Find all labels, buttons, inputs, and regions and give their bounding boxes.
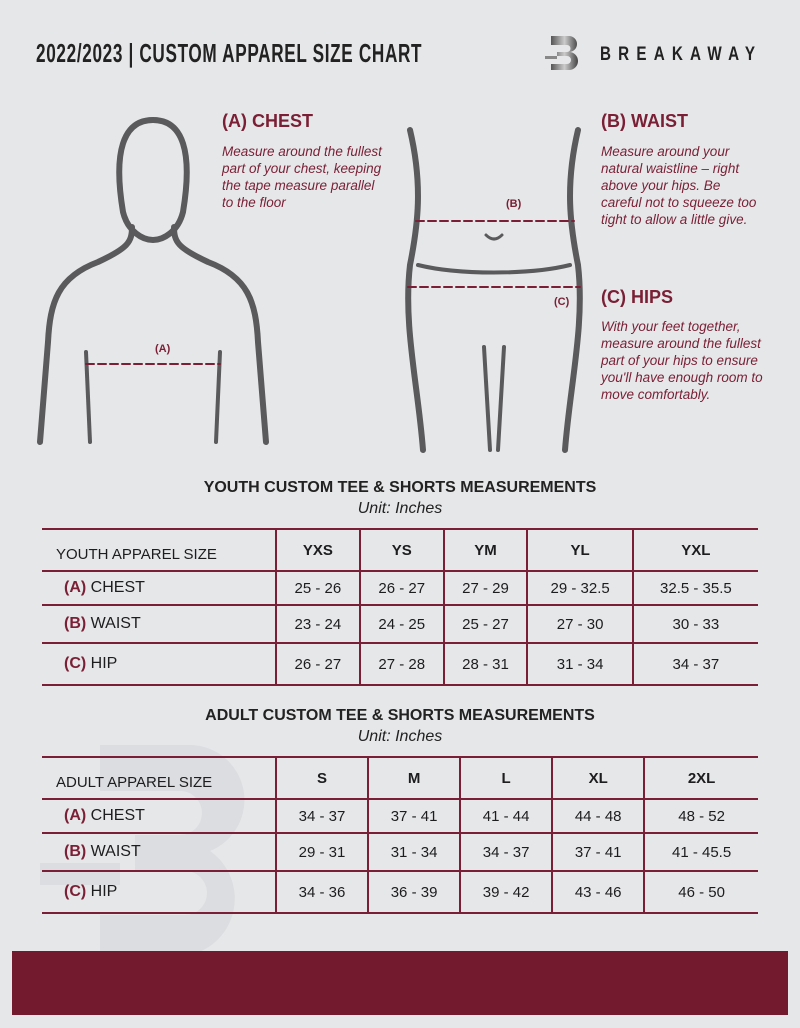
cell: 31 - 34 [526,642,633,686]
cell: 29 - 32.5 [526,570,633,606]
row-code: (C) [64,655,87,672]
hips-instructions: With your feet together, measure around … [601,319,763,402]
cell: 27 - 28 [358,642,444,686]
table-row: (B) WAIST 29 - 31 31 - 34 34 - 37 37 - 41 41… [42,832,758,872]
size-header: M [367,756,461,800]
waist-hips-figure [405,127,583,453]
cell: 46 - 50 [643,870,758,914]
table-row: (C) HIP 34 - 36 36 - 39 39 - 42 43 - 46 46 -… [42,870,758,914]
adult-size-table: ADULT APPAREL SIZE S M L XL 2XL (A) CHEST 34… [42,756,758,914]
cell: 25 - 26 [275,570,360,606]
cell: 34 - 36 [274,870,369,914]
size-header: YL [526,528,633,572]
page-title: 2022/2023 | CUSTOM APPAREL SIZE CHART [36,38,423,68]
row-label: HIP [90,883,118,900]
cell: 34 - 37 [631,642,758,686]
waist-heading: (B) WAIST [601,111,688,131]
hips-marker: (C) [554,296,570,308]
cell: 29 - 31 [274,832,369,872]
cell: 25 - 27 [442,604,528,644]
cell: 31 - 34 [367,832,461,872]
row-header: ADULT APPAREL SIZE [42,756,276,800]
row-code: (C) [64,883,87,900]
waist-instructions: Measure around your natural waistline – … [601,144,757,227]
cell: 26 - 27 [358,570,444,606]
size-header: 2XL [643,756,758,800]
row-code: (B) [64,843,87,860]
chest-figure [37,116,269,445]
cell: 34 - 37 [274,798,369,834]
cell: 41 - 44 [459,798,553,834]
table-row: (A) CHEST 25 - 26 26 - 27 27 - 29 29 - 32.5… [42,570,758,606]
chest-instructions: Measure around the fullest part of your … [222,144,382,210]
size-header: YM [442,528,528,572]
waist-marker: (B) [506,198,522,210]
cell: 23 - 24 [275,604,360,644]
size-header: YXL [631,528,758,572]
youth-unit: Unit: Inches [357,500,443,517]
cell: 44 - 48 [551,798,645,834]
cell: 39 - 42 [459,870,553,914]
row-label: CHEST [90,579,145,596]
cell: 37 - 41 [551,832,645,872]
cell: 32.5 - 35.5 [631,570,758,606]
cell: 48 - 52 [643,798,758,834]
size-header: XL [551,756,645,800]
footer-bar [12,951,788,1015]
row-label: HIP [90,655,118,672]
size-header: L [459,756,553,800]
cell: 34 - 37 [459,832,553,872]
chest-heading: (A) CHEST [222,111,313,131]
table-row: (A) CHEST 34 - 37 37 - 41 41 - 44 44 - 48 48… [42,798,758,834]
size-header: YXS [275,528,360,572]
cell: 36 - 39 [367,870,461,914]
adult-unit: Unit: Inches [357,728,443,745]
cell: 28 - 31 [442,642,528,686]
row-code: (A) [64,807,87,824]
row-label: WAIST [90,615,141,632]
cell: 26 - 27 [275,642,360,686]
row-label: WAIST [90,843,141,860]
table-row: (B) WAIST 23 - 24 24 - 25 25 - 27 27 - 30 30… [42,604,758,644]
size-header: YS [358,528,444,572]
row-code: (A) [64,579,87,596]
hips-heading: (C) HIPS [601,287,673,307]
youth-table-title: YOUTH CUSTOM TEE & SHORTS MEASUREMENTS [203,479,597,496]
cell: 27 - 30 [526,604,633,644]
size-header: S [274,756,369,800]
adult-table-title: ADULT CUSTOM TEE & SHORTS MEASUREMENTS [205,707,595,724]
breakaway-logo [545,36,578,70]
row-code: (B) [64,615,87,632]
cell: 30 - 33 [631,604,758,644]
cell: 37 - 41 [367,798,461,834]
row-label: CHEST [90,807,145,824]
cell: 43 - 46 [551,870,645,914]
youth-size-table: YOUTH APPAREL SIZE YXS YS YM YL YXL (A) CHES… [42,528,758,686]
chest-marker: (A) [155,343,171,355]
brand-name: BREAKAWAY [600,44,763,65]
table-row: (C) HIP 26 - 27 27 - 28 28 - 31 31 - 34 34 -… [42,642,758,686]
cell: 41 - 45.5 [643,832,758,872]
row-header: YOUTH APPAREL SIZE [42,528,276,572]
cell: 27 - 29 [442,570,528,606]
cell: 24 - 25 [358,604,444,644]
